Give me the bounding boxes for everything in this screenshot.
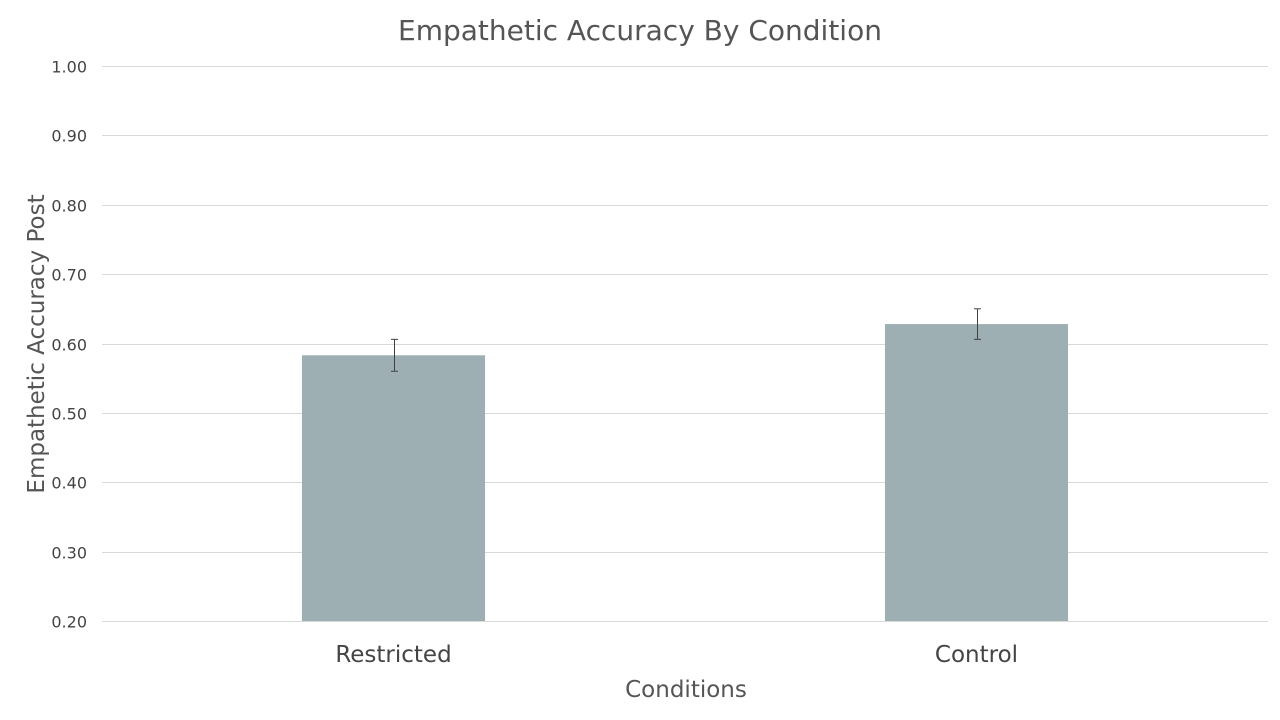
error-bars — [391, 308, 981, 372]
y-tick-label: 0.70 — [51, 266, 87, 285]
y-tick-label: 0.80 — [51, 197, 87, 216]
bars — [301, 324, 1069, 621]
y-tick-label: 1.00 — [51, 58, 87, 77]
bar-restricted — [301, 355, 486, 621]
y-tick-label: 0.30 — [51, 544, 87, 563]
x-category-labels: Restricted Control — [335, 642, 1018, 668]
gridlines — [102, 66, 1268, 622]
y-tick-label: 0.50 — [51, 405, 87, 424]
bar-control — [884, 324, 1069, 621]
y-tick-label: 0.90 — [51, 127, 87, 146]
x-axis-label: Conditions — [625, 677, 747, 703]
chart-title: Empathetic Accuracy By Condition — [398, 14, 882, 47]
y-tick-label: 0.60 — [51, 336, 87, 355]
y-axis-label: Empathetic Accuracy Post — [24, 194, 50, 493]
y-tick-labels: 0.20 0.30 0.40 0.50 0.60 0.70 0.80 0.90 1.00 — [51, 58, 87, 632]
x-category-label: Control — [935, 642, 1018, 668]
y-tick-label: 0.40 — [51, 474, 87, 493]
x-category-label: Restricted — [335, 642, 451, 668]
y-tick-label: 0.20 — [51, 613, 87, 632]
